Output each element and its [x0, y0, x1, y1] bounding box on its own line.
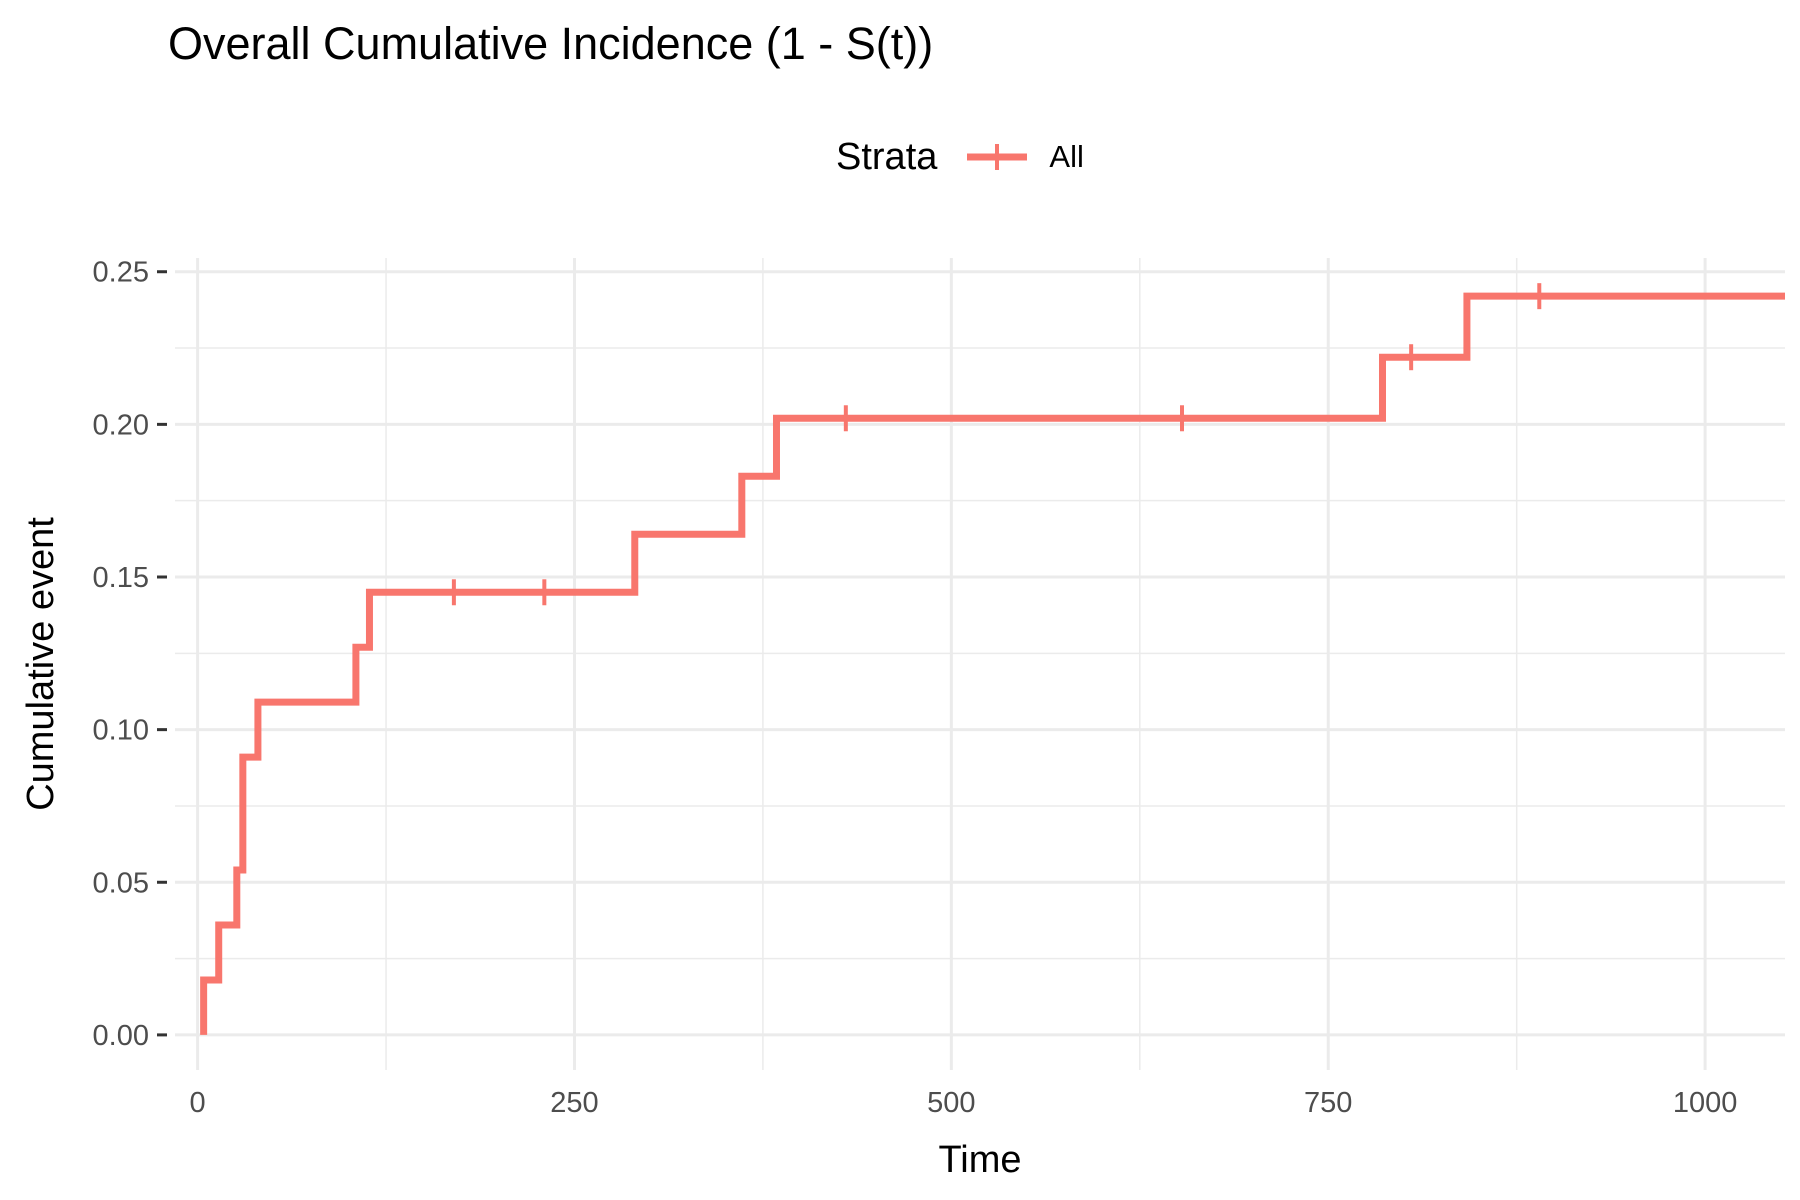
- x-tick-label-2: 500: [927, 1087, 975, 1119]
- series-line-0: [200, 292, 1785, 1035]
- y-tick-label-2: 0.10: [93, 715, 149, 747]
- legend-label-all: All: [1049, 139, 1084, 174]
- x-tick-label-4: 1000: [1673, 1087, 1738, 1119]
- y-tick-label-3: 0.15: [93, 562, 149, 594]
- x-axis-title: Time: [938, 1139, 1021, 1181]
- legend-title: Strata: [836, 135, 938, 178]
- chart-title: Overall Cumulative Incidence (1 - S(t)): [168, 18, 934, 69]
- y-tick-label-1: 0.05: [93, 867, 149, 899]
- y-tick-label-5: 0.25: [93, 257, 149, 289]
- y-axis-title: Cumulative event: [20, 517, 62, 811]
- x-tick-label-0: 0: [190, 1087, 206, 1119]
- legend: Strata All: [836, 132, 1084, 182]
- x-tick-label-1: 250: [550, 1087, 598, 1119]
- y-tick-label-0: 0.00: [93, 1020, 149, 1052]
- y-tick-label-4: 0.20: [93, 409, 149, 441]
- x-tick-label-3: 750: [1304, 1087, 1352, 1119]
- legend-key-all: [967, 144, 1028, 170]
